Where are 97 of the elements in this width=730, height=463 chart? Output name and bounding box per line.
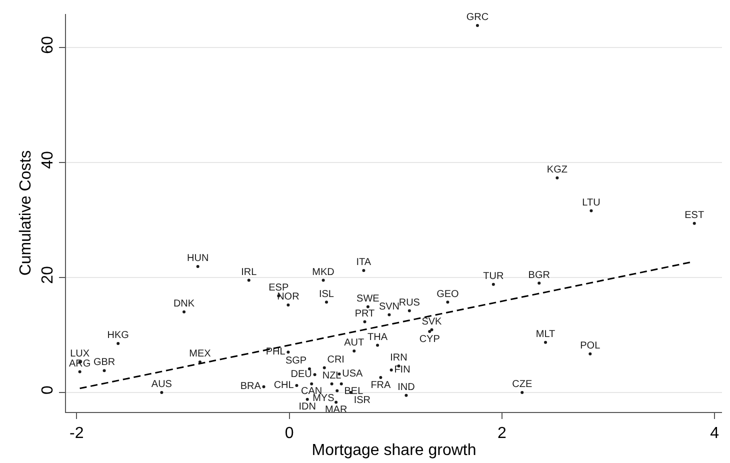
point	[78, 370, 82, 374]
data-label: DNK	[173, 298, 195, 310]
point	[102, 369, 106, 372]
data-label: BEL	[344, 386, 364, 398]
data-label: LUX	[70, 348, 90, 360]
data-label: ARG	[68, 358, 91, 370]
point	[336, 389, 339, 392]
data-label: CZE	[512, 379, 532, 390]
data-label: SVN	[378, 301, 400, 312]
point	[538, 282, 541, 285]
y-axis-title: Cumulative Costs	[18, 150, 34, 276]
point	[520, 390, 524, 394]
point	[306, 398, 309, 401]
point	[340, 382, 343, 386]
data-label: EST	[684, 210, 704, 221]
point	[388, 313, 391, 316]
point	[196, 264, 200, 268]
data-label: BRA	[240, 381, 262, 392]
data-label: HKG	[107, 330, 130, 342]
point	[366, 305, 370, 308]
point	[476, 24, 479, 27]
data-label: ITA	[356, 257, 372, 268]
data-label: IND	[398, 382, 415, 393]
point	[313, 373, 316, 376]
point	[590, 209, 593, 212]
data-label: PRT	[354, 308, 375, 320]
data-label: MKD	[312, 266, 334, 278]
data-label: CRI	[327, 354, 344, 366]
point	[446, 300, 450, 304]
data-label: ESP	[268, 282, 289, 294]
point	[160, 390, 164, 394]
point	[310, 382, 314, 386]
data-label: AUT	[344, 338, 364, 349]
point	[324, 300, 328, 304]
point	[334, 400, 338, 404]
data-label: SWE	[356, 293, 380, 304]
data-label: NOR	[277, 292, 300, 303]
data-label: THA	[368, 332, 388, 343]
point	[330, 382, 334, 386]
data-label: GEO	[436, 288, 460, 300]
data-label: MLT	[536, 329, 556, 340]
y-tick-label: 40	[40, 150, 57, 169]
data-label: MEX	[189, 348, 212, 360]
data-label: SVK	[422, 316, 442, 328]
data-label: LTU	[582, 197, 600, 208]
point	[116, 342, 120, 346]
point	[408, 309, 411, 312]
data-label: GRC	[466, 12, 489, 24]
data-label: KGZ	[546, 164, 568, 176]
data-label: BGR	[528, 270, 550, 281]
data-label: TUR	[483, 270, 504, 282]
data-label: POL	[580, 340, 601, 352]
point	[352, 350, 356, 353]
y-tick-label: 20	[40, 266, 57, 284]
point	[322, 366, 326, 370]
data-label: IRL	[241, 266, 258, 278]
point	[588, 352, 592, 356]
y-tick-label: 0	[40, 386, 57, 395]
data-label: NZL	[322, 370, 342, 382]
data-label: FRA	[370, 380, 392, 391]
point	[286, 350, 290, 354]
data-label: IRN	[390, 352, 408, 364]
data-label: RUS	[398, 297, 420, 308]
x-axis-title: Mortgage share growth	[312, 442, 476, 459]
data-label: CHL	[274, 380, 294, 392]
data-label: AUS	[151, 379, 172, 390]
y-tick-label: 60	[40, 36, 57, 54]
point	[182, 310, 186, 314]
data-label: DEU	[290, 369, 312, 380]
point	[322, 278, 325, 282]
point	[556, 176, 559, 180]
data-label: IDN	[298, 402, 316, 413]
data-label: SGP	[285, 355, 307, 366]
data-label: PHL	[266, 346, 286, 358]
data-label: HUN	[187, 253, 209, 264]
point	[390, 368, 393, 372]
point	[286, 304, 290, 307]
point	[362, 269, 366, 272]
x-tick-label: 4	[710, 425, 720, 442]
point	[492, 282, 495, 286]
point	[692, 222, 696, 225]
point	[363, 320, 366, 324]
point	[262, 385, 266, 388]
x-tick-label: -2	[70, 425, 84, 442]
point	[376, 344, 380, 347]
point	[544, 340, 548, 344]
point	[404, 394, 408, 397]
point	[295, 384, 298, 388]
x-tick-label: 2	[497, 425, 506, 442]
x-tick-label: 0	[284, 425, 294, 442]
data-label: USA	[342, 368, 364, 380]
data-label: ISL	[318, 288, 334, 300]
point	[379, 376, 382, 379]
data-label: CYP	[419, 334, 440, 345]
point	[247, 278, 250, 282]
data-label: ISR	[354, 394, 370, 406]
data-label: GBR	[93, 357, 116, 368]
